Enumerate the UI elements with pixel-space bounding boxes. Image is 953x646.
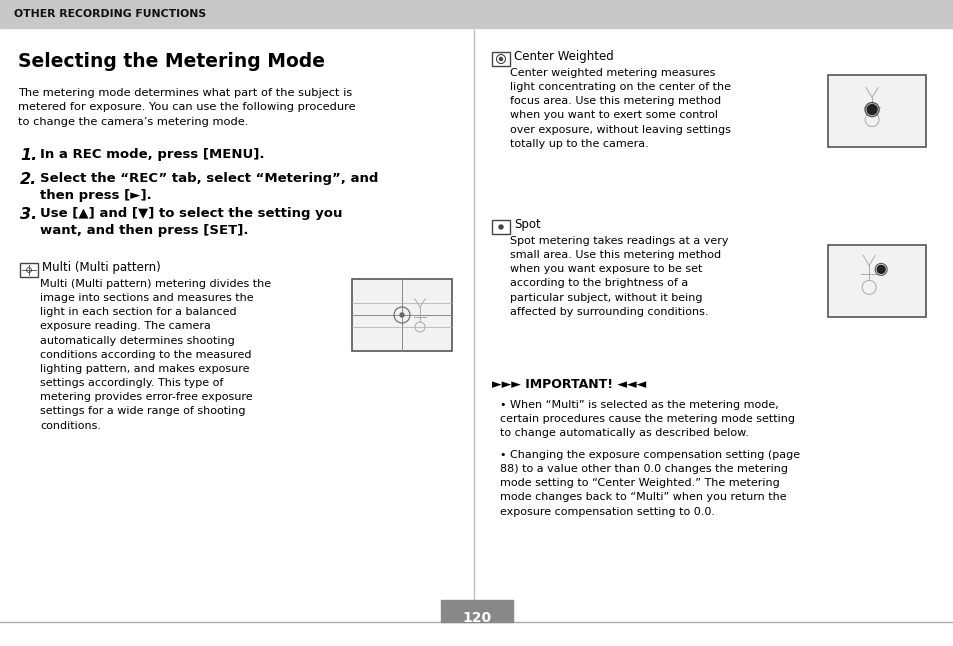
Text: Spot: Spot <box>514 218 540 231</box>
Text: Center weighted metering measures
light concentrating on the center of the
focus: Center weighted metering measures light … <box>510 68 730 149</box>
Bar <box>827 245 925 317</box>
Text: Use [▲] and [▼] to select the setting you
want, and then press [SET].: Use [▲] and [▼] to select the setting yo… <box>40 207 342 237</box>
Text: 1.: 1. <box>20 148 37 163</box>
Text: Center Weighted: Center Weighted <box>514 50 613 63</box>
Text: The metering mode determines what part of the subject is
metered for exposure. Y: The metering mode determines what part o… <box>18 88 355 127</box>
Bar <box>492 220 510 234</box>
Text: 3.: 3. <box>20 207 37 222</box>
Circle shape <box>499 57 502 61</box>
Text: Multi (Multi pattern): Multi (Multi pattern) <box>42 261 161 274</box>
Circle shape <box>399 313 403 317</box>
Bar <box>20 263 38 277</box>
Bar <box>827 75 925 147</box>
Text: OTHER RECORDING FUNCTIONS: OTHER RECORDING FUNCTIONS <box>14 9 206 19</box>
Bar <box>492 52 510 66</box>
Circle shape <box>876 266 884 273</box>
Circle shape <box>866 105 876 114</box>
Text: • Changing the exposure compensation setting (page
88) to a value other than 0.0: • Changing the exposure compensation set… <box>499 450 800 517</box>
Circle shape <box>498 225 502 229</box>
Text: ►►► IMPORTANT! ◄◄◄: ►►► IMPORTANT! ◄◄◄ <box>492 378 645 391</box>
Text: Multi (Multi pattern) metering divides the
image into sections and measures the
: Multi (Multi pattern) metering divides t… <box>40 279 271 431</box>
Text: • When “Multi” is selected as the metering mode,
certain procedures cause the me: • When “Multi” is selected as the meteri… <box>499 400 794 439</box>
Bar <box>352 279 452 351</box>
Text: Selecting the Metering Mode: Selecting the Metering Mode <box>18 52 325 71</box>
Bar <box>440 600 513 622</box>
Text: Spot metering takes readings at a very
small area. Use this metering method
when: Spot metering takes readings at a very s… <box>510 236 728 317</box>
Text: 2.: 2. <box>20 172 37 187</box>
Text: Select the “REC” tab, select “Metering”, and
then press [►].: Select the “REC” tab, select “Metering”,… <box>40 172 378 202</box>
Text: In a REC mode, press [MENU].: In a REC mode, press [MENU]. <box>40 148 264 161</box>
Bar <box>0 0 953 28</box>
Text: 120: 120 <box>462 611 491 625</box>
